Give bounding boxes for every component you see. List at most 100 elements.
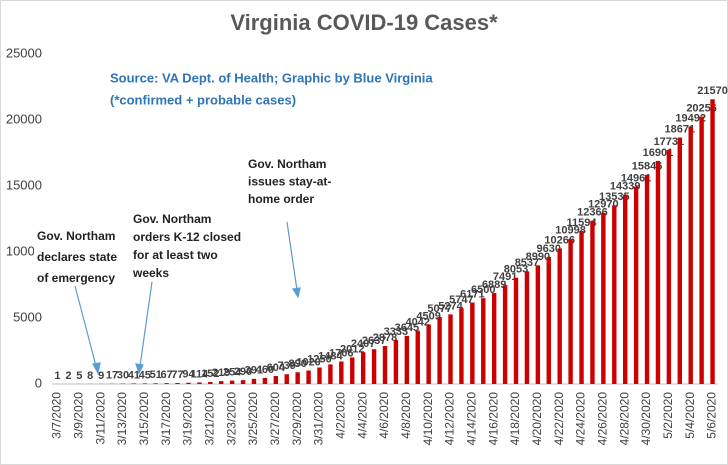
arrow [74,285,97,367]
value-label: 2012 [340,343,364,355]
value-label: 8053 [504,264,528,276]
value-label: 219 [212,367,230,379]
value-label: 7491 [493,271,517,283]
x-tick-label: 3/13/2020 [115,392,129,446]
bar [317,367,322,384]
value-label: 254 [223,367,242,379]
value-label: 10266 [544,234,575,246]
value-label: 114 [191,368,210,380]
bar [350,357,355,384]
bar [186,382,191,384]
bar [437,316,442,384]
y-tick-label: 0 [35,375,42,390]
x-tick-label: 4/14/2020 [465,392,479,446]
value-label: 94 [182,369,195,381]
bar [131,383,137,384]
value-label: 6500 [471,284,495,296]
x-tick-label: 4/8/2020 [399,392,413,439]
x-tick-label: 3/9/2020 [71,392,85,439]
annotation-text: for at least two [133,248,218,262]
bar [251,378,257,384]
annotation-bg [34,227,140,292]
bar [415,330,420,384]
value-label: 17731 [654,136,685,148]
x-tick-label: 3/15/2020 [137,392,151,446]
value-label: 13535 [599,191,630,203]
value-label: 9630 [537,243,561,255]
value-label: 4509 [416,310,440,322]
value-label: 8537 [515,257,539,269]
bar [502,285,508,384]
bar [219,381,224,384]
x-tick-label: 4/30/2020 [639,392,653,446]
value-label: 8990 [526,251,550,263]
value-label: 3333 [384,326,408,338]
x-tick-label: 5/4/2020 [683,392,697,439]
arrow-head [92,362,101,375]
bar [535,265,541,384]
x-tick-label: 3/21/2020 [202,392,216,446]
value-label: 739 [278,360,296,372]
x-tick-label: 4/6/2020 [377,392,391,439]
bar [601,212,606,384]
bar [164,383,169,384]
bar [622,194,628,384]
value-label: 290 [234,366,252,378]
value-label: 2407 [351,338,375,350]
bar [557,248,562,384]
value-label: 14339 [610,181,641,193]
annotation-text: home order [248,192,314,206]
bar [208,381,213,384]
annotation-text: orders K-12 closed [133,230,241,244]
value-label: 15846 [632,161,663,173]
value-label: 51 [150,369,162,381]
annotation-arrows [74,221,301,375]
bar [328,364,333,384]
arrow [139,281,153,367]
chart-title: Virginia COVID-19 Cases* [230,10,498,35]
x-tick-label: 3/7/2020 [50,392,64,439]
bar [175,382,180,384]
x-tick-label: 5/6/2020 [705,392,719,439]
bar [546,256,551,384]
bar [579,230,584,384]
bar [459,308,464,384]
annotation: Gov. Northam declares state of emergency [34,227,140,292]
value-label: 8 [87,370,93,382]
value-label: 1250 [307,353,331,365]
x-tick-label: 4/16/2020 [486,392,500,446]
value-label: 20256 [686,103,717,115]
annotation-text: weeks [132,266,169,280]
value-label: 1020 [296,356,320,368]
value-label: 67 [161,369,173,381]
value-label: 1 [54,370,60,382]
value-label: 10998 [555,225,586,237]
annotation-text: issues stay-at- [248,175,331,189]
arrow [286,221,298,291]
x-tick-label: 4/18/2020 [508,392,522,446]
x-tick-label: 3/31/2020 [312,392,326,446]
x-tick-label: 4/20/2020 [530,392,544,446]
x-tick-label: 5/2/2020 [661,392,675,439]
value-label: 4042 [406,317,430,329]
bar [404,335,410,384]
value-label: 77 [171,369,183,381]
bar [448,314,453,384]
arrow-head [292,287,301,299]
value-label: 2637 [362,335,386,347]
bar [273,376,279,384]
x-tick-label: 4/28/2020 [617,392,631,446]
value-label: 18671 [664,123,695,135]
value-label: 12366 [577,207,608,219]
bar [153,383,158,384]
y-tick-label: 20000 [6,111,42,126]
bar [295,372,300,384]
value-label: 12970 [588,199,619,211]
value-label: 604 [267,362,286,374]
value-label: 11594 [567,217,598,229]
y-tick-label: 5000 [13,309,42,324]
bar [699,116,704,385]
x-tick-label: 4/26/2020 [596,392,610,446]
bar [677,137,682,384]
x-tick-label: 3/19/2020 [181,392,195,446]
